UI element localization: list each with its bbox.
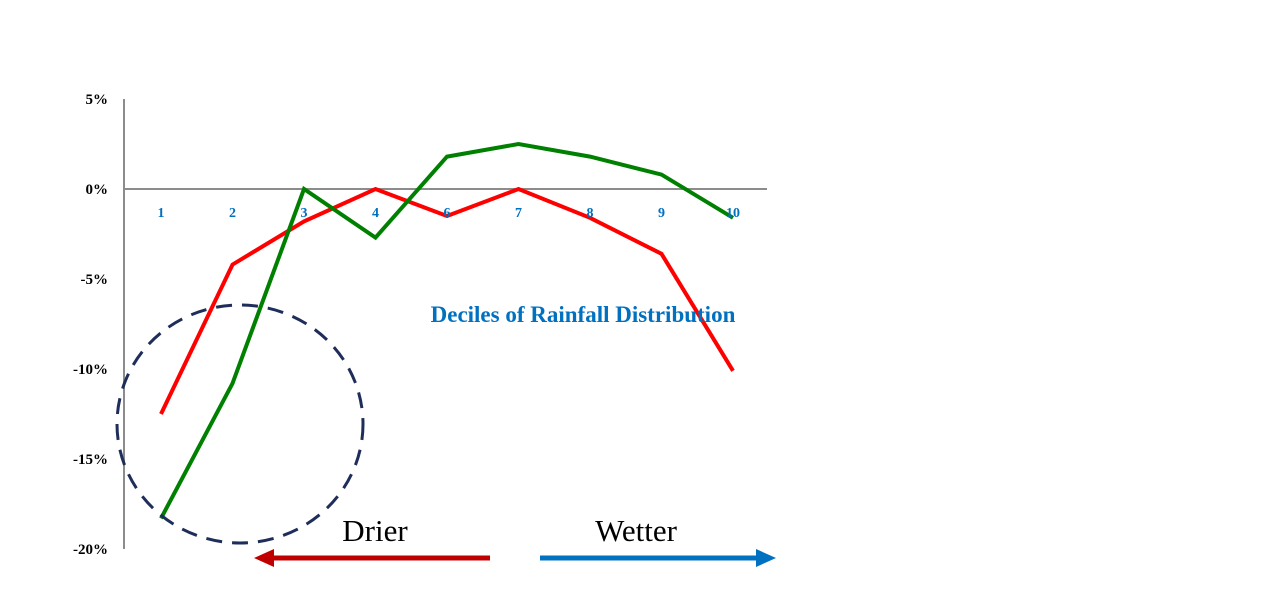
drier-label: Drier <box>342 513 408 548</box>
wetter-arrow-head <box>756 549 776 567</box>
series-line-1 <box>159 186 735 415</box>
x-tick-label: 3 <box>301 206 308 221</box>
y-tick-label: -15% <box>73 452 108 468</box>
x-tick-label: 10 <box>726 206 740 221</box>
series-line-2 <box>159 141 735 520</box>
x-tick-label: 9 <box>658 206 665 221</box>
direction-arrows <box>254 549 776 567</box>
axes <box>123 99 767 549</box>
x-tick-label: 8 <box>587 206 594 221</box>
drier-arrow-head <box>254 549 274 567</box>
y-tick-label: -5% <box>81 272 109 288</box>
x-tick-label: 1 <box>158 206 165 221</box>
x-tick-label: 2 <box>229 206 236 221</box>
x-tick-label: 6 <box>444 206 451 221</box>
y-tick-label: -10% <box>73 362 108 378</box>
drought-highlight-circle <box>115 303 365 545</box>
series-lines <box>159 141 735 520</box>
y-tick-label: -20% <box>73 542 108 558</box>
x-axis-title: Deciles of Rainfall Distribution <box>431 302 736 327</box>
y-tick-labels: 5% 0% -5% -10% -15% -20% <box>73 92 108 558</box>
x-tick-label: 7 <box>515 206 522 221</box>
y-tick-label: 5% <box>86 92 109 108</box>
wetter-label: Wetter <box>595 513 678 548</box>
x-tick-label: 4 <box>372 206 379 221</box>
x-tick-labels: 1 2 3 4 6 7 8 9 10 <box>158 206 741 221</box>
y-tick-label: 0% <box>86 182 109 198</box>
